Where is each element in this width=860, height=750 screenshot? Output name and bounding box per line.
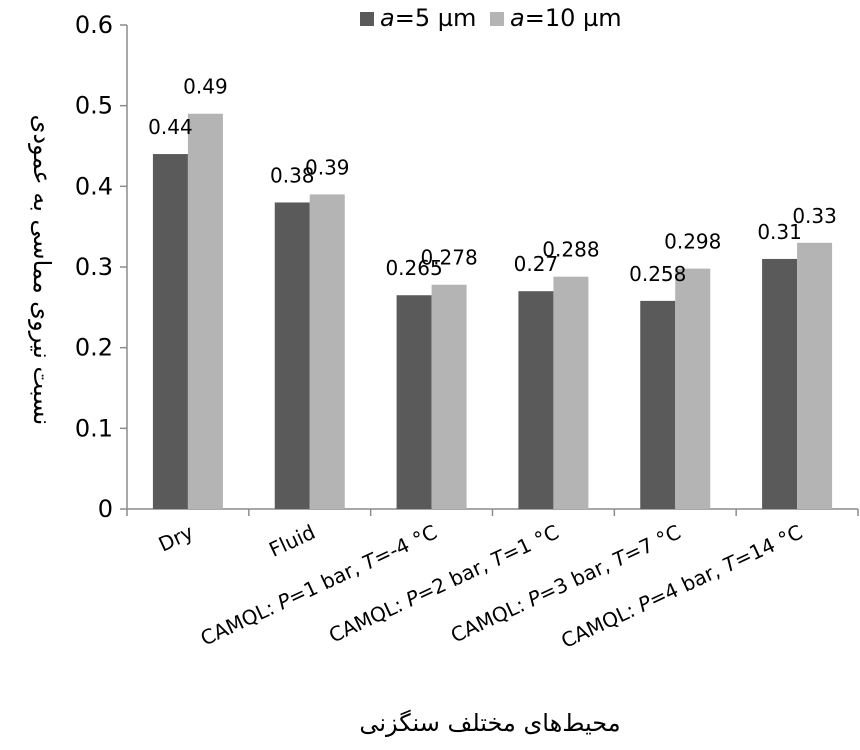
text-part: CAMQL:	[197, 593, 284, 651]
y-tick-label: 0.6	[75, 11, 113, 39]
legend-swatch	[360, 12, 374, 26]
bar	[396, 295, 432, 509]
y-tick-label: 0.1	[75, 414, 113, 442]
text-part: =3 bar,	[535, 550, 619, 606]
text-part: =10 µm	[525, 4, 622, 32]
text-part: Fluid	[265, 520, 319, 562]
y-tick-label: 0.3	[75, 253, 113, 281]
bar	[518, 291, 554, 509]
bar	[152, 154, 188, 510]
category-label: Dry	[155, 520, 197, 557]
text-part: =4 bar,	[645, 556, 729, 612]
legend: a=5 µm a=10 µm	[360, 4, 622, 32]
y-tick-label: 0.4	[75, 172, 113, 200]
text-part: =1 °C	[498, 520, 562, 567]
legend-label: a=10 µm	[510, 4, 622, 32]
text-part: CAMQL:	[557, 595, 644, 653]
text-part: CAMQL:	[447, 590, 534, 648]
data-label: 0.31	[757, 220, 802, 244]
y-tick-label: 0.5	[75, 92, 113, 120]
bars	[152, 113, 833, 510]
data-label: 0.278	[420, 246, 477, 270]
bar	[640, 300, 676, 509]
x-axis-title: محیط‌های مختلف سنگزنی	[359, 709, 620, 737]
text-part: =-4 °C	[370, 520, 441, 570]
data-label: 0.44	[148, 115, 193, 139]
data-labels: 0.44 0.38 0.265 0.27 0.258 0.31 0.49 0.39 0.278 0…	[148, 75, 837, 286]
data-label: 0.258	[629, 262, 686, 286]
text-part: Dry	[155, 520, 197, 557]
data-label: 0.265	[385, 256, 442, 280]
text-part: =14 °C	[730, 520, 806, 572]
bar	[309, 194, 345, 509]
text-part: CAMQL:	[325, 590, 412, 648]
category-label: Fluid	[265, 520, 319, 562]
axes: 0 0.1 0.2 0.3 0.4 0.5 0.6	[75, 11, 859, 523]
data-label: 0.39	[305, 155, 350, 179]
text-part: =1 bar,	[285, 553, 369, 609]
bar	[762, 258, 798, 509]
data-label: 0.49	[183, 75, 228, 99]
text-part: =2 bar,	[413, 550, 497, 606]
data-label: 0.27	[514, 252, 559, 276]
text-part: =7 °C	[620, 520, 684, 567]
bar	[431, 284, 467, 509]
y-axis-title: نسبت نیروی مماسی به عمودی	[28, 115, 56, 426]
bar	[274, 202, 310, 509]
bar	[675, 268, 711, 509]
bar	[187, 113, 223, 509]
legend-swatch	[490, 12, 504, 26]
bar	[797, 242, 833, 510]
data-label: 0.33	[792, 204, 837, 228]
data-label: 0.38	[270, 163, 315, 187]
data-label: 0.288	[542, 238, 599, 262]
y-tick-label: 0.2	[75, 334, 113, 362]
category-label: CAMQL: P=1 bar, T=-4 °C	[197, 520, 441, 651]
legend-label: a=5 µm	[380, 4, 476, 32]
text-part: a	[510, 4, 525, 32]
y-tick-label: 0	[98, 495, 113, 523]
bar	[553, 276, 589, 509]
text-part: a	[380, 4, 395, 32]
data-label: 0.298	[664, 230, 721, 254]
category-label: CAMQL: P=2 bar, T=1 °C	[325, 520, 562, 648]
text-part: =5 µm	[395, 4, 477, 32]
